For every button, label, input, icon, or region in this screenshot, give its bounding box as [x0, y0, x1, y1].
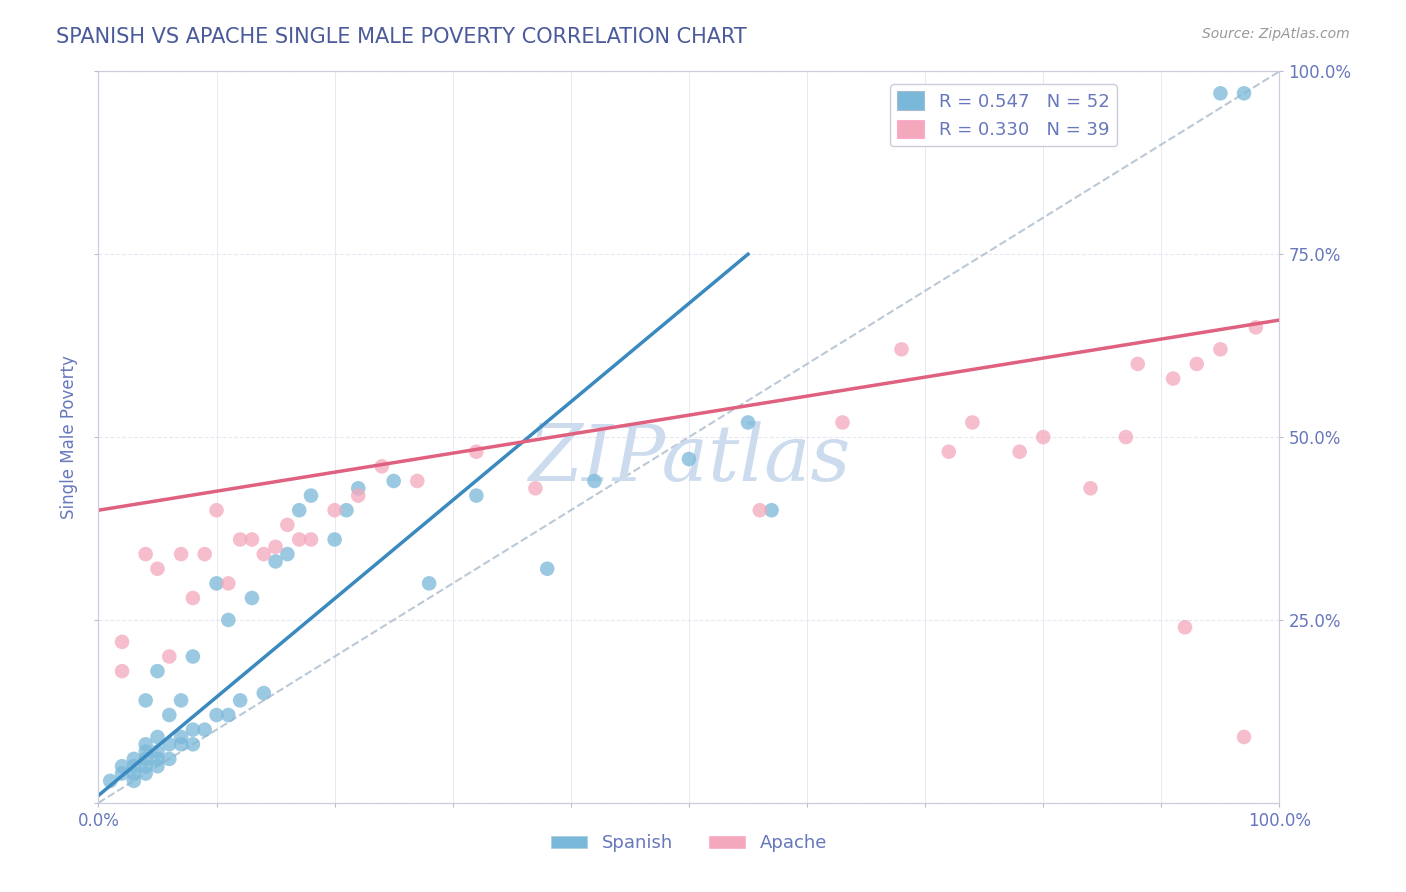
Point [323, 533, 346, 547]
Point [111, 766, 134, 780]
Point [217, 576, 239, 591]
Point [264, 540, 287, 554]
Point [890, 343, 912, 357]
Text: Source: ZipAtlas.com: Source: ZipAtlas.com [1202, 27, 1350, 41]
Point [98, 773, 121, 788]
Point [181, 737, 204, 751]
Point [299, 489, 322, 503]
Point [1233, 730, 1256, 744]
Point [1185, 357, 1208, 371]
Point [135, 759, 157, 773]
Point [1032, 430, 1054, 444]
Point [524, 481, 547, 495]
Point [170, 737, 193, 751]
Point [264, 554, 287, 568]
Point [135, 745, 157, 759]
Point [146, 745, 169, 759]
Point [347, 481, 370, 495]
Point [135, 737, 157, 751]
Point [1244, 320, 1267, 334]
Point [1161, 371, 1184, 385]
Point [299, 533, 322, 547]
Point [194, 547, 217, 561]
Point [1233, 87, 1256, 101]
Point [122, 773, 145, 788]
Point [240, 591, 263, 605]
Point [157, 737, 180, 751]
Point [146, 759, 169, 773]
Point [678, 452, 700, 467]
Point [157, 708, 180, 723]
Point [111, 664, 134, 678]
Point [229, 693, 252, 707]
Point [146, 562, 169, 576]
Point [146, 664, 169, 678]
Point [1008, 444, 1031, 458]
Point [217, 613, 239, 627]
Point [111, 635, 134, 649]
Point [371, 459, 394, 474]
Legend: R = 0.547   N = 52, R = 0.330   N = 39: R = 0.547 N = 52, R = 0.330 N = 39 [890, 84, 1116, 146]
Point [122, 759, 145, 773]
Point [170, 547, 193, 561]
Point [181, 723, 204, 737]
Point [157, 649, 180, 664]
Point [335, 503, 357, 517]
Point [146, 752, 169, 766]
Point [135, 752, 157, 766]
Point [135, 766, 157, 780]
Point [170, 730, 193, 744]
Point [288, 503, 311, 517]
Point [205, 576, 228, 591]
Point [465, 489, 488, 503]
Point [181, 649, 204, 664]
Y-axis label: Single Male Poverty: Single Male Poverty [60, 355, 79, 519]
Point [288, 533, 311, 547]
Point [240, 533, 263, 547]
Point [205, 708, 228, 723]
Point [323, 503, 346, 517]
Point [382, 474, 405, 488]
Text: ZIPatlas: ZIPatlas [527, 421, 851, 497]
Point [1209, 343, 1232, 357]
Point [253, 547, 276, 561]
Point [938, 444, 960, 458]
Point [276, 547, 298, 561]
Point [276, 517, 298, 532]
Point [253, 686, 276, 700]
Point [1080, 481, 1102, 495]
Point [229, 533, 252, 547]
Point [418, 576, 440, 591]
Point [962, 416, 984, 430]
Point [465, 444, 488, 458]
Point [406, 474, 429, 488]
Point [170, 693, 193, 707]
Point [122, 766, 145, 780]
Point [135, 547, 157, 561]
Point [111, 759, 134, 773]
Point [194, 723, 217, 737]
Point [181, 591, 204, 605]
Point [761, 503, 783, 517]
Point [146, 730, 169, 744]
Point [135, 693, 157, 707]
Point [1115, 430, 1137, 444]
Point [217, 708, 239, 723]
Point [1174, 620, 1197, 634]
Point [536, 562, 558, 576]
Point [205, 503, 228, 517]
Point [748, 503, 770, 517]
Point [1126, 357, 1149, 371]
Text: SPANISH VS APACHE SINGLE MALE POVERTY CORRELATION CHART: SPANISH VS APACHE SINGLE MALE POVERTY CO… [56, 27, 747, 46]
Point [1209, 87, 1232, 101]
Point [347, 489, 370, 503]
Point [122, 752, 145, 766]
Point [737, 416, 759, 430]
Point [583, 474, 606, 488]
Point [831, 416, 853, 430]
Point [157, 752, 180, 766]
